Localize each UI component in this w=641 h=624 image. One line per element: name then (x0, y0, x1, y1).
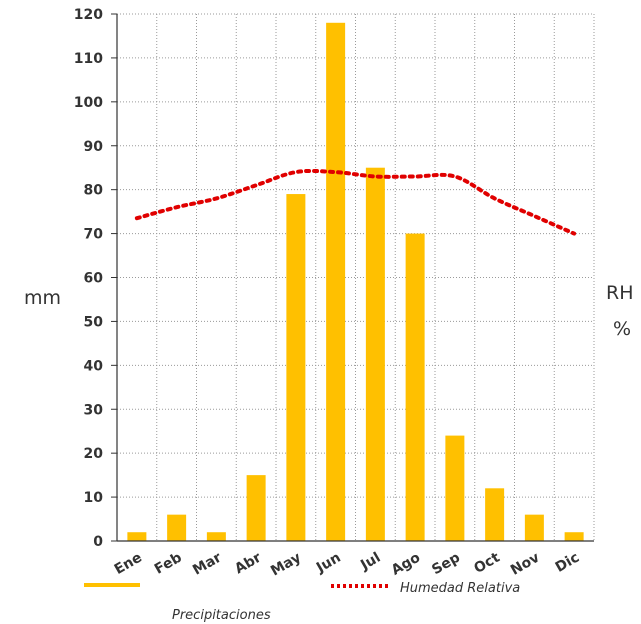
y-tick-label: 0 (93, 534, 103, 550)
x-tick-label: Nov (508, 550, 542, 579)
y-tick-label: 40 (84, 358, 104, 374)
x-tick-label: Sep (429, 550, 463, 579)
x-tick-labels: Ene Feb Mar Abr May Jun Jul Ago Sep Oct Nov Dic (112, 549, 582, 579)
humidity-line-layer (134, 168, 577, 236)
x-tick-label: Dic (553, 550, 582, 576)
x-tick-label: Ene (112, 550, 145, 578)
x-tick-label: Jun (313, 550, 344, 577)
bar-precipitation (524, 514, 544, 541)
y-tick-label: 20 (84, 446, 104, 462)
y-axis-label-right-percent: % (613, 318, 631, 340)
line-humidity (134, 168, 577, 236)
y-axis-label-right-rh: RH (606, 282, 634, 304)
x-tick-label: Abr (232, 550, 264, 578)
y-tick-label: 70 (84, 227, 104, 243)
y-tick-label: 90 (84, 139, 104, 155)
legend-precipitation-label: Precipitaciones (172, 608, 271, 623)
x-tick-label: May (268, 550, 304, 580)
y-tick-label: 110 (74, 51, 103, 67)
bar-precipitation (206, 532, 226, 541)
y-tick-label: 100 (74, 95, 103, 111)
y-tick-label: 50 (84, 314, 104, 330)
y-tick-labels: 0 10 20 30 40 50 60 70 80 90 100 110 120 (74, 7, 103, 550)
x-tick-label: Feb (152, 550, 185, 578)
y-tick-label: 120 (74, 7, 103, 23)
bar-precipitation (485, 488, 505, 541)
bar-precipitation (246, 475, 266, 541)
bar-precipitation (167, 514, 187, 541)
legend-humidity-label: Humedad Relativa (400, 581, 520, 596)
y-tick-label: 30 (84, 402, 104, 418)
bar-precipitation (365, 167, 385, 542)
x-tick-label: Ago (389, 549, 424, 578)
bar-precipitation (127, 532, 147, 541)
x-tick-label: Oct (471, 549, 503, 576)
x-tick-label: Jul (357, 550, 383, 574)
bars-layer (127, 22, 584, 542)
bar-precipitation (286, 194, 306, 541)
bar-precipitation (326, 22, 346, 542)
bar-precipitation (405, 233, 425, 542)
bar-precipitation (445, 435, 465, 541)
axis-layer (111, 13, 594, 542)
x-tick-label: Mar (190, 550, 224, 579)
grid-layer (116, 13, 595, 541)
y-tick-label: 60 (84, 271, 104, 287)
y-tick-label: 80 (84, 183, 104, 199)
legend: Precipitaciones Humedad Relativa (84, 581, 520, 623)
y-axis-label-left: mm (24, 287, 61, 309)
y-tick-label: 10 (84, 490, 104, 506)
bar-precipitation (564, 532, 584, 541)
